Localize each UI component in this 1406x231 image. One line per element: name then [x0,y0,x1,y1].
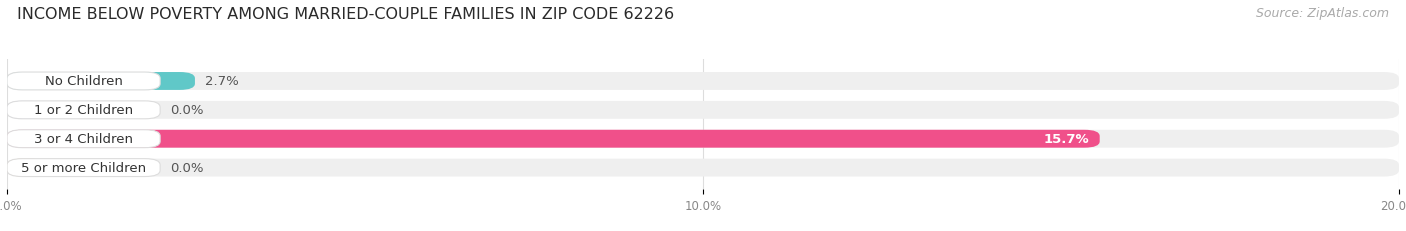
FancyBboxPatch shape [7,159,160,177]
Text: 0.0%: 0.0% [170,161,204,174]
Text: 0.0%: 0.0% [170,104,204,117]
Text: No Children: No Children [45,75,122,88]
Text: 15.7%: 15.7% [1043,133,1090,146]
FancyBboxPatch shape [7,73,160,91]
FancyBboxPatch shape [7,101,1399,119]
Text: INCOME BELOW POVERTY AMONG MARRIED-COUPLE FAMILIES IN ZIP CODE 62226: INCOME BELOW POVERTY AMONG MARRIED-COUPL… [17,7,673,22]
Text: 5 or more Children: 5 or more Children [21,161,146,174]
FancyBboxPatch shape [7,130,1099,148]
FancyBboxPatch shape [7,130,160,148]
Text: 1 or 2 Children: 1 or 2 Children [34,104,134,117]
Text: Source: ZipAtlas.com: Source: ZipAtlas.com [1256,7,1389,20]
FancyBboxPatch shape [7,101,160,119]
FancyBboxPatch shape [7,130,1399,148]
FancyBboxPatch shape [7,73,1399,91]
FancyBboxPatch shape [7,159,45,177]
FancyBboxPatch shape [7,159,1399,177]
Text: 3 or 4 Children: 3 or 4 Children [34,133,134,146]
FancyBboxPatch shape [7,73,195,91]
Text: 2.7%: 2.7% [205,75,239,88]
FancyBboxPatch shape [7,101,45,119]
